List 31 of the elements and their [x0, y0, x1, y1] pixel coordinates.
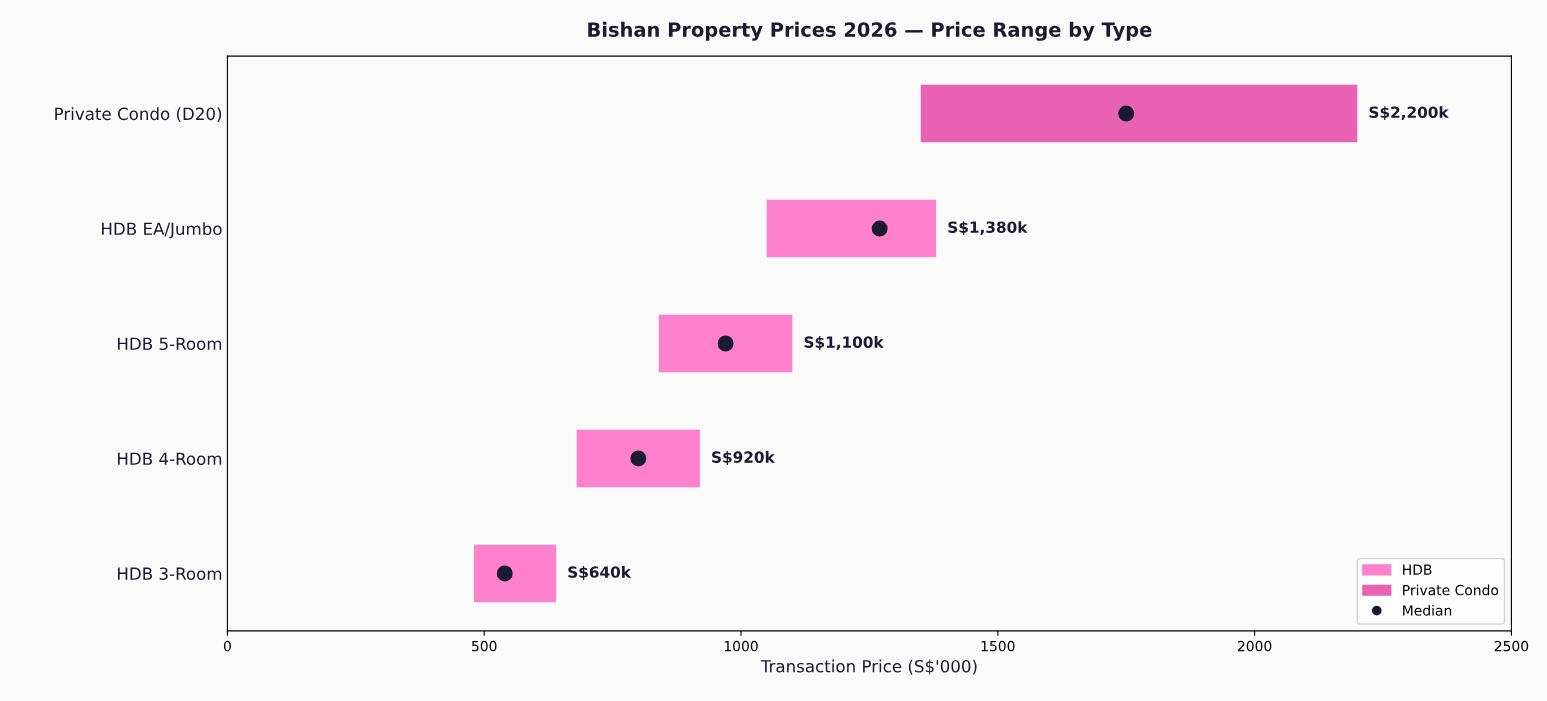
legend-label: Private Condo — [1403, 584, 1499, 596]
data-label: S$920k — [712, 451, 776, 465]
x-axis-title: Transaction Price (S$'000) — [760, 659, 977, 675]
data-label: S$1,100k — [804, 336, 884, 350]
bar — [576, 429, 700, 488]
x-tick-label: 2000 — [1237, 640, 1272, 652]
data-label: S$640k — [568, 566, 632, 580]
x-tick-label: 1500 — [981, 640, 1015, 652]
legend-label: HDB — [1403, 564, 1432, 575]
y-tick-label: HDB 4-Room — [118, 452, 222, 466]
bar — [766, 199, 937, 258]
point — [1118, 105, 1135, 122]
bar — [920, 84, 1358, 143]
data-label: S$2,200k — [1369, 106, 1449, 121]
point — [871, 220, 888, 237]
bar — [473, 544, 557, 603]
x-tick-label: 1000 — [724, 640, 758, 652]
legend-label: Median — [1403, 604, 1452, 616]
y-tick-label: HDB 3-Room — [118, 567, 222, 580]
x-tick-label: 2500 — [1494, 640, 1529, 652]
bar — [658, 314, 793, 373]
chart-title: Bishan Property Prices 2026 — Price Range by Type — [588, 21, 1152, 41]
y-tick-label: HDB EA/Jumbo — [102, 222, 222, 239]
y-tick-label: HDB 5-Room — [118, 337, 222, 351]
x-tick-label: 0 — [223, 640, 231, 652]
point — [717, 335, 734, 352]
point — [496, 565, 513, 582]
y-tick-label: Private Condo (D20) — [55, 107, 222, 123]
point — [630, 450, 647, 467]
x-tick-label: 500 — [472, 640, 497, 652]
data-label: S$1,380k — [948, 221, 1028, 235]
